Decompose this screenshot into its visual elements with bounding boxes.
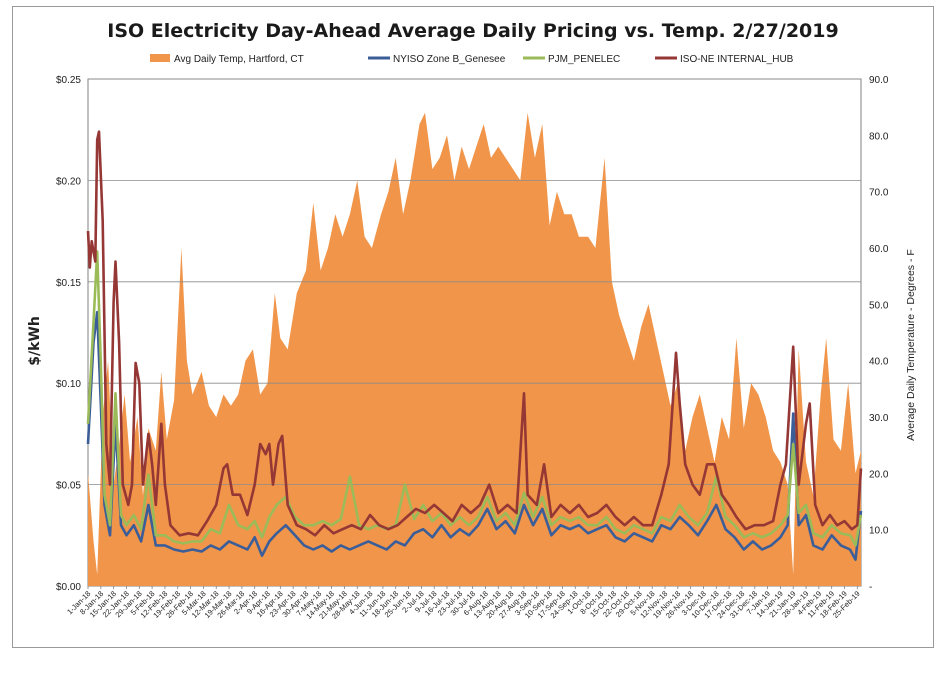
y2-tick-label: 90.0 bbox=[869, 75, 889, 86]
series-line-nyiso bbox=[86, 310, 863, 561]
series-line-pjm bbox=[86, 250, 863, 547]
legend-label: PJM_PENELEC bbox=[548, 54, 620, 65]
y2-tick-label: 70.0 bbox=[869, 188, 889, 199]
y2-tick-label: 30.0 bbox=[869, 413, 889, 424]
y-axis-label: $/kWh bbox=[27, 316, 43, 366]
legend-item-temperature: Avg Daily Temp, Hartford, CT bbox=[150, 54, 304, 65]
legend-item-nyiso: NYISO Zone B_Genesee bbox=[368, 54, 506, 65]
chart-frame: ISO Electricity Day-Ahead Average Daily … bbox=[12, 6, 934, 648]
y-tick-label: $0.05 bbox=[56, 481, 81, 492]
y-tick-label: $0.15 bbox=[56, 278, 81, 289]
legend-item-isone: ISO-NE INTERNAL_HUB bbox=[655, 54, 794, 65]
legend-label: Avg Daily Temp, Hartford, CT bbox=[174, 54, 304, 65]
plot-area bbox=[86, 78, 863, 587]
y2-tick-label: 20.0 bbox=[869, 469, 889, 480]
legend-label: ISO-NE INTERNAL_HUB bbox=[680, 54, 794, 65]
y2-tick-label: - bbox=[869, 582, 872, 593]
x-axis: 1-Jan-188-Jan-1815-Jan-1822-Jan-1829-Jan… bbox=[65, 586, 862, 621]
legend-swatch bbox=[150, 54, 170, 62]
y-tick-label: $0.25 bbox=[56, 75, 81, 86]
legend-item-pjm: PJM_PENELEC bbox=[523, 54, 620, 65]
legend: Avg Daily Temp, Hartford, CT NYISO Zone B… bbox=[150, 54, 794, 65]
y-axis-right: - 10.0 20.0 30.0 40.0 50.0 60.0 70.0 80.0 90.0 bbox=[869, 75, 889, 593]
chart-svg: ISO Electricity Day-Ahead Average Daily … bbox=[27, 20, 917, 621]
y2-tick-label: 60.0 bbox=[869, 244, 889, 255]
y2-tick-label: 50.0 bbox=[869, 300, 889, 311]
y-tick-label: $0.20 bbox=[56, 176, 81, 187]
y-tick-label: $0.10 bbox=[56, 379, 81, 390]
y-tick-label: $0.00 bbox=[56, 582, 81, 593]
y2-tick-label: 10.0 bbox=[869, 526, 889, 537]
y-axis-left: $0.00 $0.05 $0.10 $0.15 $0.20 $0.25 bbox=[56, 75, 81, 593]
chart-title: ISO Electricity Day-Ahead Average Daily … bbox=[107, 20, 838, 42]
y2-axis-label: Average Daily Temperature - Degrees - F bbox=[905, 249, 917, 441]
legend-label: NYISO Zone B_Genesee bbox=[393, 54, 506, 65]
series-line-isone bbox=[86, 130, 863, 537]
y2-tick-label: 40.0 bbox=[869, 357, 889, 368]
y2-tick-label: 80.0 bbox=[869, 131, 889, 142]
